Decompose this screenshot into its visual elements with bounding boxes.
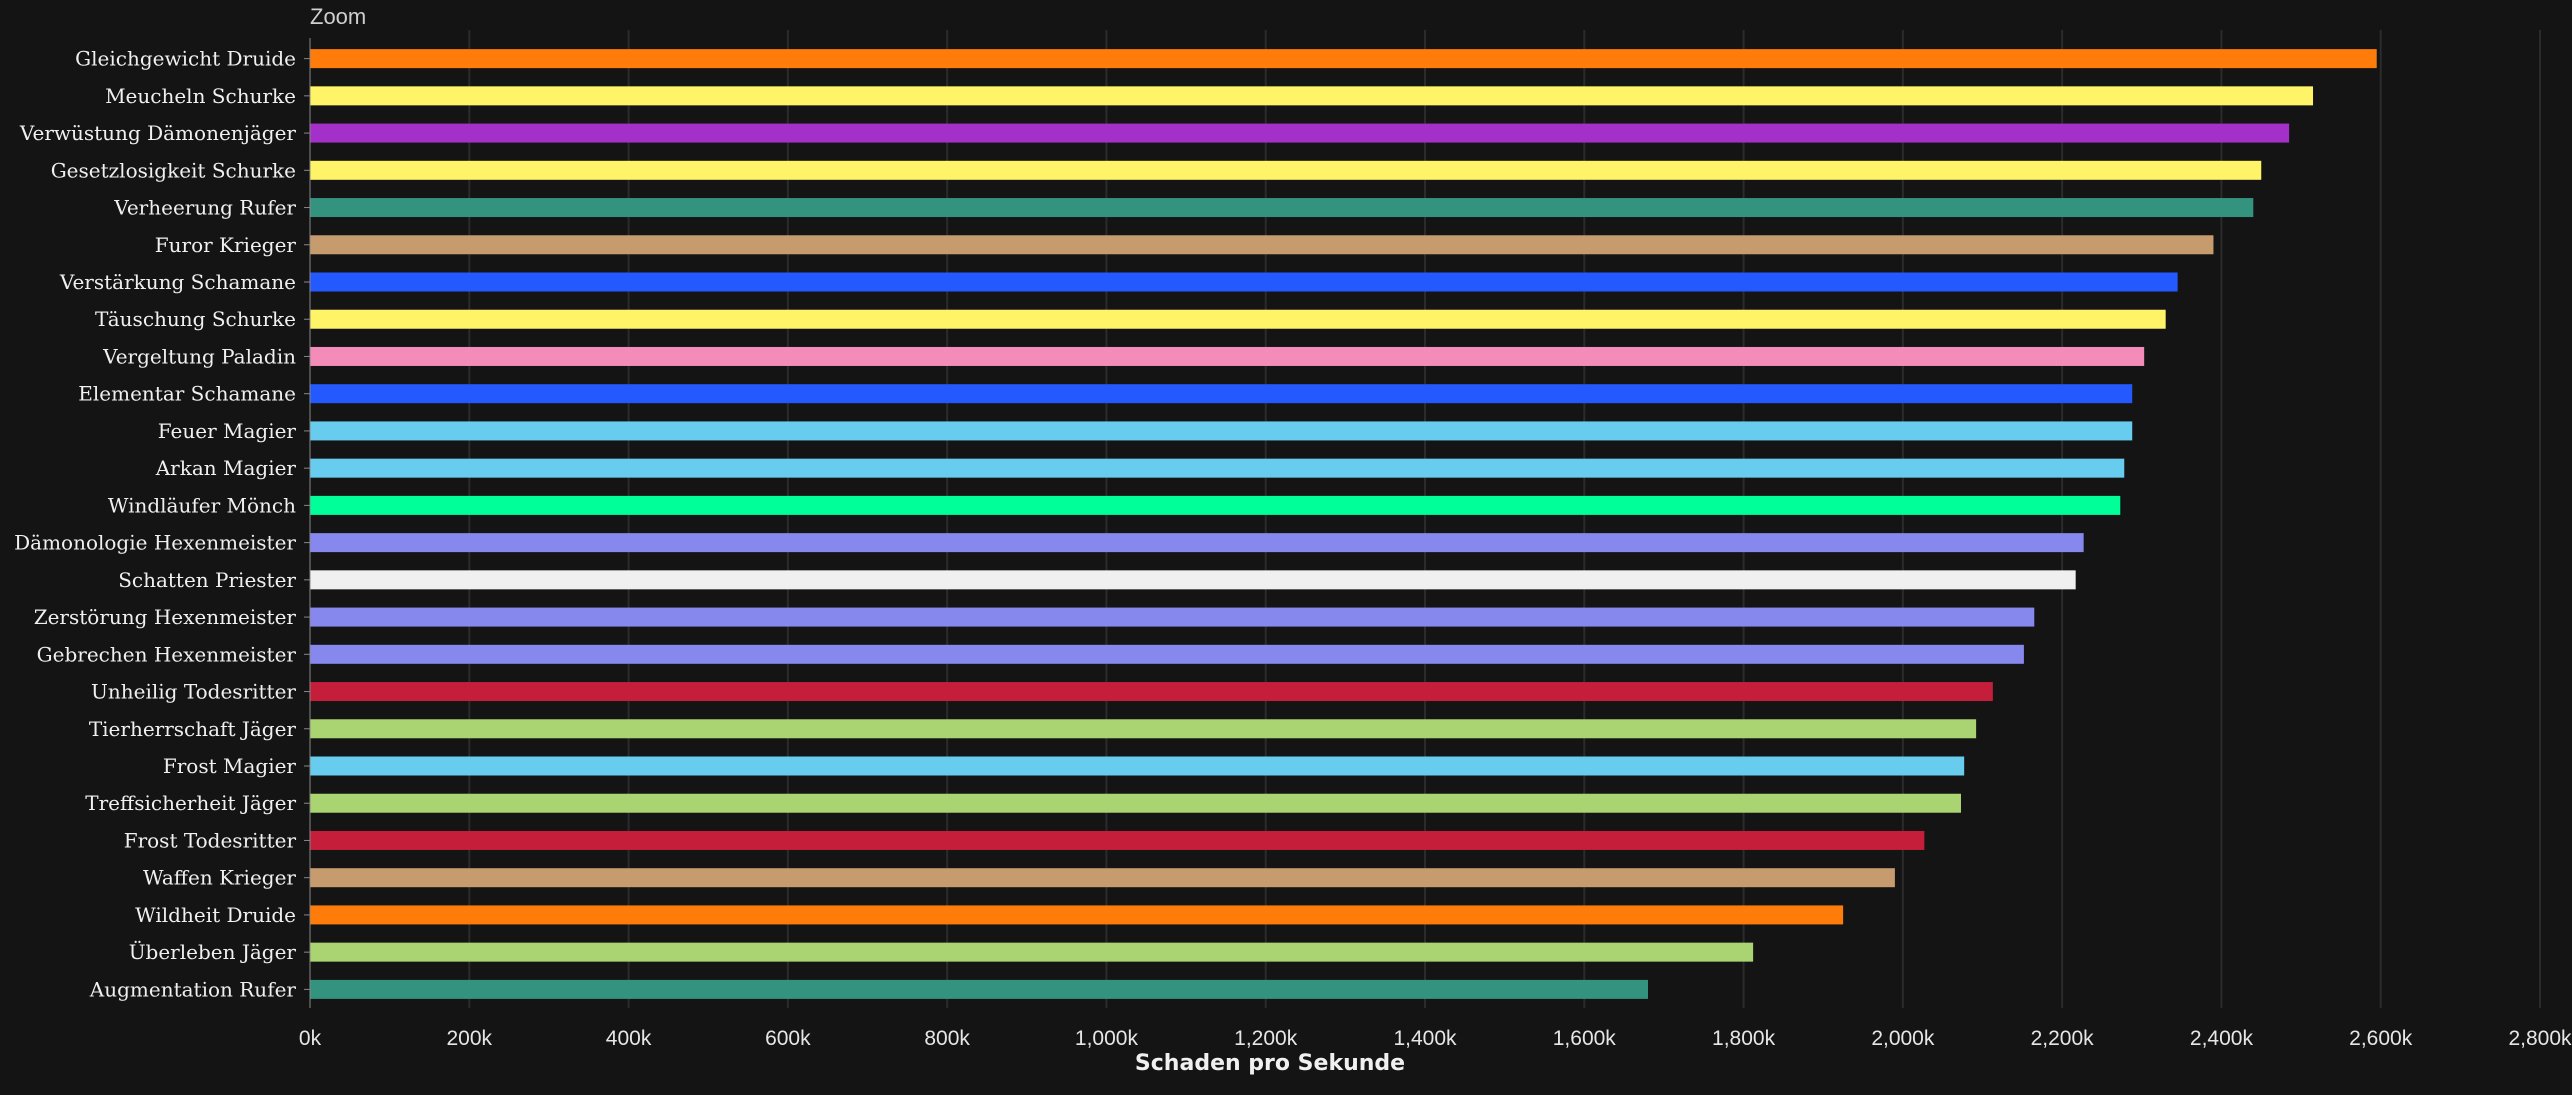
zoom-label[interactable]: Zoom [310,4,367,29]
category-label: Überleben Jäger [129,939,297,964]
bar[interactable] [310,719,1977,739]
category-label: Feuer Magier [158,419,297,443]
x-tick-label: 2,200k [2031,1027,2095,1050]
category-label: Arkan Magier [155,456,297,480]
category-label: Gesetzlosigkeit Schurke [51,158,296,182]
bar[interactable] [310,384,2133,404]
category-label: Schatten Priester [118,568,296,592]
x-tick-label: 1,200k [1234,1027,1298,1050]
bar[interactable] [310,160,2262,180]
category-label: Elementar Schamane [78,382,296,406]
category-label: Frost Todesritter [124,828,297,852]
bar[interactable] [310,570,2076,590]
x-tick-label: 1,000k [1075,1027,1139,1050]
bar[interactable] [310,644,2024,664]
bar[interactable] [310,495,2121,515]
x-tick-label: 1,800k [1712,1027,1776,1050]
x-axis-title: Schaden pro Sekunde [1135,1051,1405,1076]
x-tick-label: 600k [765,1027,811,1050]
category-label: Verwüstung Dämonenjäger [19,121,297,145]
bar[interactable] [310,756,1965,776]
bar[interactable] [310,682,1993,702]
bar[interactable] [310,533,2084,553]
bar[interactable] [310,49,2377,69]
category-label: Furor Krieger [155,233,297,257]
category-label: Frost Magier [163,754,297,778]
category-label: Meucheln Schurke [105,84,296,108]
x-tick-label: 0k [299,1027,322,1050]
bar[interactable] [310,830,1925,850]
category-label: Zerstörung Hexenmeister [34,605,297,629]
bar[interactable] [310,235,2214,255]
category-label: Täuschung Schurke [95,307,296,331]
x-tick-label: 400k [606,1027,652,1050]
bar[interactable] [310,607,2035,627]
category-label: Wildheit Druide [135,903,296,927]
bar[interactable] [310,346,2145,366]
category-label: Gleichgewicht Druide [75,47,296,71]
bar[interactable] [310,979,1648,999]
x-tick-label: 1,400k [1393,1027,1457,1050]
category-label: Treffsicherheit Jäger [85,791,296,815]
x-tick-label: 200k [447,1027,493,1050]
bar[interactable] [310,942,1754,962]
category-label: Waffen Krieger [143,866,296,890]
category-label: Gebrechen Hexenmeister [37,642,297,666]
category-label: Verheerung Rufer [113,196,296,220]
bar[interactable] [310,421,2133,441]
bar[interactable] [310,123,2290,143]
bar[interactable] [310,198,2254,218]
bar[interactable] [310,309,2166,329]
x-tick-label: 1,600k [1553,1027,1617,1050]
x-tick-labels: 0k 200k 400k 600k 800k 1,000k 1,200k 1,400k 1,60… [299,1027,2572,1050]
category-label: Windläufer Mönch [108,493,296,517]
category-label: Vergeltung Paladin [102,344,296,368]
bar[interactable] [310,905,1844,925]
bar[interactable] [310,272,2178,292]
category-label: Augmentation Rufer [89,977,297,1001]
bars [310,49,2377,999]
category-labels: Gleichgewicht Druide Meucheln Schurke Verw… [14,47,310,1001]
category-label: Unheilig Todesritter [91,680,296,704]
bar[interactable] [310,86,2314,106]
x-tick-label: 2,400k [2190,1027,2254,1050]
bar[interactable] [310,793,1961,813]
bar[interactable] [310,868,1895,888]
x-tick-label: 2,000k [1871,1027,1935,1050]
x-tick-label: 800k [924,1027,970,1050]
x-tick-label: 2,800k [2508,1027,2572,1050]
bar[interactable] [310,458,2125,478]
x-tick-label: 2,600k [2349,1027,2413,1050]
category-label: Dämonologie Hexenmeister [14,531,296,555]
category-label: Tierherrschaft Jäger [89,717,297,741]
category-label: Verstärkung Schamane [59,270,296,294]
